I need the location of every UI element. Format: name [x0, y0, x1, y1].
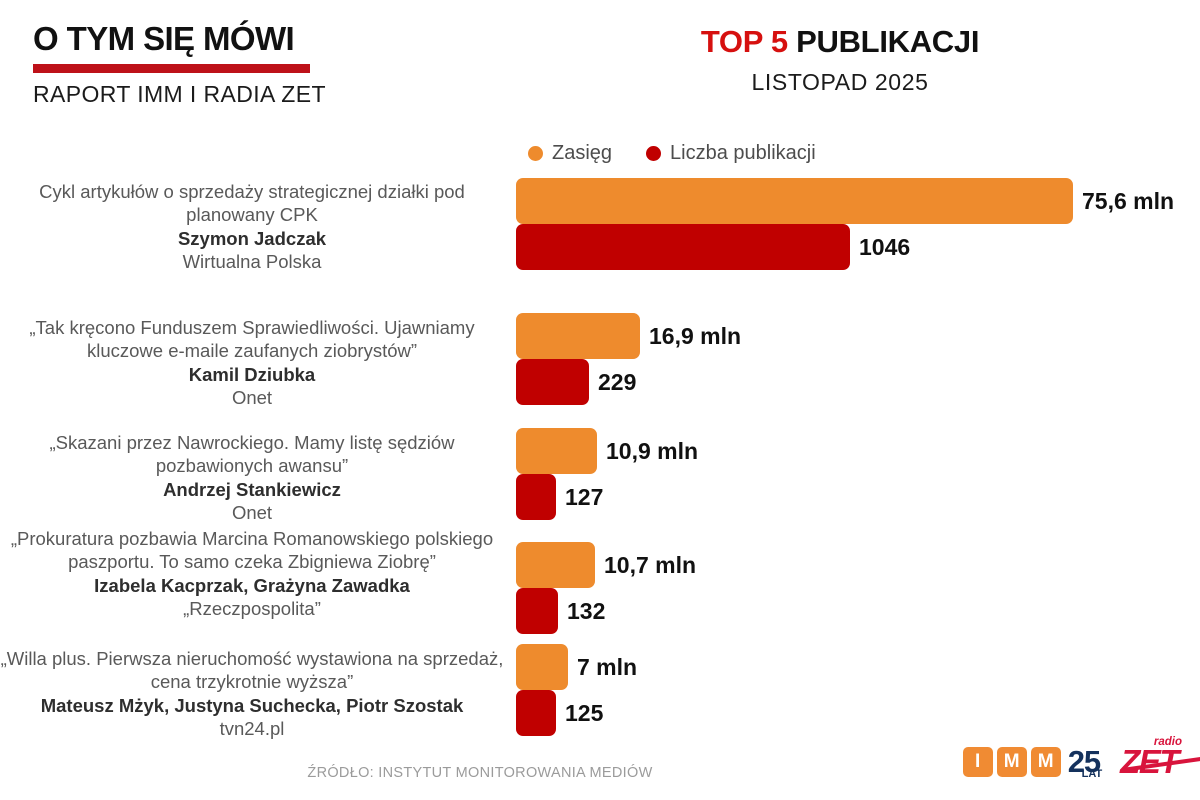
bar-line-reach: 16,9 mln [516, 313, 1200, 359]
imm-letter-tile: I [962, 746, 993, 777]
bar-value-reach: 7 mln [577, 653, 638, 680]
chart-row: „Prokuratura pozbawia Marcina Romanowski… [0, 524, 1200, 644]
source-note-text: ŹRÓDŁO: INSTYTUT MONITOROWANIA MEDIÓW [307, 765, 653, 781]
source-note: ŹRÓDŁO: INSTYTUT MONITOROWANIA MEDIÓW [0, 765, 1200, 781]
publication-outlet: Onet [231, 502, 273, 524]
publication-headline: Cykl artykułów o sprzedaży strategicznej… [39, 181, 465, 226]
publication-author: Kamil Dziubka [188, 363, 316, 385]
row-bars: 10,7 mln 132 [516, 524, 1200, 634]
bar-value-count: 132 [567, 597, 606, 624]
publication-outlet: „Rzeczpospolita” [183, 598, 321, 620]
imm-anniversary: 25 LAT [1068, 746, 1103, 781]
bar-line-count: 1046 [516, 224, 1200, 270]
bar-count [516, 359, 589, 405]
publication-outlet: Onet [231, 387, 273, 409]
chart-row: „Tak kręcono Funduszem Sprawiedliwości. … [0, 292, 1200, 410]
bar-value-count: 125 [565, 699, 604, 726]
title-underline-rule [33, 63, 310, 73]
bar-count [516, 690, 556, 736]
bar-value-count: 127 [565, 483, 604, 510]
bar-value-reach: 16,9 mln [649, 322, 742, 349]
bar-reach [516, 542, 595, 588]
row-label: „Skazani przez Nawrockiego. Mamy listę s… [0, 407, 516, 525]
imm-letter-tile: M [996, 746, 1027, 777]
publication-author: Szymon Jadczak [177, 227, 327, 249]
bar-line-count: 127 [516, 474, 1200, 520]
page-title: O TYM SIĘ MÓWI [33, 20, 295, 57]
publication-headline: „Prokuratura pozbawia Marcina Romanowski… [10, 528, 494, 573]
bar-value-reach: 75,6 mln [1082, 187, 1175, 214]
chart-title-rest: PUBLIKACJI [787, 24, 980, 59]
chart-row: Cykl artykułów o sprzedaży strategicznej… [0, 178, 1200, 292]
chart-title: TOP 5 PUBLIKACJI [600, 24, 1080, 60]
bar-value-reach: 10,9 mln [606, 437, 699, 464]
imm-anniversary-number: 25 [1067, 743, 1101, 779]
publication-headline: „Skazani przez Nawrockiego. Mamy listę s… [49, 432, 455, 477]
report-header-left: O TYM SIĘ MÓWI RAPORT IMM I RADIA ZET [33, 20, 453, 108]
row-label: „Prokuratura pozbawia Marcina Romanowski… [0, 524, 516, 621]
bar-count [516, 474, 556, 520]
bar-line-reach: 75,6 mln [516, 178, 1200, 224]
row-bars: 7 mln 125 [516, 644, 1200, 736]
bar-line-reach: 10,7 mln [516, 542, 1200, 588]
publication-author: Andrzej Stankiewicz [163, 478, 341, 500]
imm-letter-tile: M [1030, 746, 1061, 777]
bar-line-count: 132 [516, 588, 1200, 634]
bar-line-reach: 7 mln [516, 644, 1200, 690]
report-subtitle: RAPORT IMM I RADIA ZET [33, 80, 326, 107]
publication-outlet: Wirtualna Polska [182, 251, 322, 273]
imm-logo: I M M 25 LAT [962, 746, 1103, 781]
row-label: „Willa plus. Pierwsza nieruchomość wysta… [0, 644, 516, 741]
circle-icon [646, 146, 662, 161]
publication-author: Mateusz Mżyk, Justyna Suchecka, Piotr Sz… [40, 694, 464, 716]
chart-legend: Zasięg Liczba publikacji [528, 142, 816, 165]
radio-zet-logo: ZET radio [1120, 736, 1200, 778]
report-header-right: TOP 5 PUBLIKACJI LISTOPAD 2025 [600, 24, 1080, 96]
footer-logos: I M M 25 LAT ZET radio [962, 736, 1200, 781]
row-bars: 75,6 mln 1046 [516, 178, 1200, 270]
row-bars: 10,9 mln 127 [516, 407, 1200, 520]
bar-value-count: 1046 [859, 233, 911, 260]
row-label: „Tak kręcono Funduszem Sprawiedliwości. … [0, 292, 516, 410]
legend-label-count: Liczba publikacji [670, 142, 816, 164]
imm-anniversary-label: LAT [1081, 768, 1103, 781]
bar-count [516, 588, 558, 634]
publication-headline: „Willa plus. Pierwsza nieruchomość wysta… [0, 648, 504, 693]
chart-title-accent: TOP 5 [700, 24, 788, 59]
circle-icon [528, 146, 543, 161]
publication-headline: „Tak kręcono Funduszem Sprawiedliwości. … [29, 317, 475, 362]
bar-reach [516, 178, 1073, 224]
publication-author: Izabela Kacprzak, Grażyna Zawadka [94, 574, 410, 596]
bar-line-reach: 10,9 mln [516, 428, 1200, 474]
legend-item-reach: Zasięg [528, 142, 612, 165]
chart-row: „Willa plus. Pierwsza nieruchomość wysta… [0, 644, 1200, 754]
row-label: Cykl artykułów o sprzedaży strategicznej… [0, 178, 516, 274]
bar-reach [516, 644, 568, 690]
bar-reach [516, 428, 597, 474]
bar-value-count: 229 [598, 368, 637, 395]
bar-count [516, 224, 850, 270]
chart-period: LISTOPAD 2025 [751, 69, 929, 95]
bar-line-count: 229 [516, 359, 1200, 405]
bar-chart: Cykl artykułów o sprzedaży strategicznej… [0, 178, 1200, 754]
chart-row: „Skazani przez Nawrockiego. Mamy listę s… [0, 407, 1200, 524]
publication-outlet: tvn24.pl [219, 718, 285, 740]
bar-value-reach: 10,7 mln [604, 551, 697, 578]
zet-radio-label: radio [1153, 736, 1182, 748]
legend-label-reach: Zasięg [552, 142, 613, 164]
row-bars: 16,9 mln 229 [516, 292, 1200, 405]
legend-item-count: Liczba publikacji [646, 142, 816, 165]
bar-line-count: 125 [516, 690, 1200, 736]
bar-reach [516, 313, 640, 359]
